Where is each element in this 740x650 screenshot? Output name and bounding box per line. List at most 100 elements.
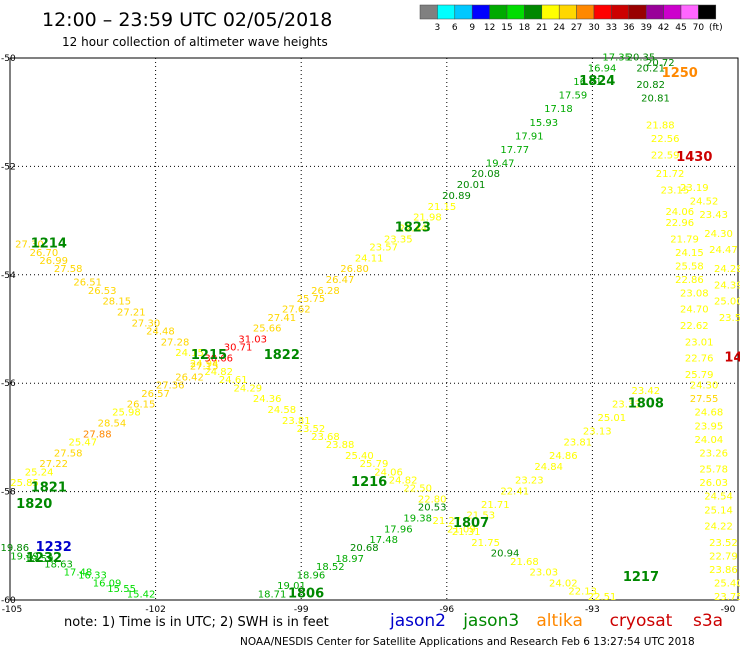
swh-value: 15.42 [127, 589, 156, 600]
plot-frame [9, 57, 739, 601]
swh-value: 21.98 [413, 213, 442, 224]
swh-value: 24.82 [389, 475, 418, 486]
satellite-name: altika [536, 611, 583, 631]
swh-value: 22.86 [675, 275, 704, 286]
swh-value: 18.96 [297, 570, 326, 581]
swh-value: 27.15 [190, 362, 219, 373]
swh-value: 24.70 [680, 305, 709, 316]
swh-value: 20.94 [491, 549, 520, 560]
swh-value: 19.49 [10, 551, 39, 562]
color-swatch [645, 4, 664, 20]
pass-time-label: 1822 [264, 348, 300, 363]
swh-value: 16.51 [573, 77, 602, 88]
color-swatch [454, 4, 473, 20]
satellite-name: jason2 [389, 611, 446, 631]
swh-value: 23.15 [661, 186, 690, 197]
swh-value: 24.22 [704, 522, 733, 533]
swh-value: 24.36 [253, 394, 282, 405]
swh-value: 23.52 [709, 538, 738, 549]
swh-value: 23.95 [695, 421, 724, 432]
swh-value: 25.79 [360, 459, 389, 470]
y-tick-label: -50 [1, 54, 16, 64]
swh-value: 24.28 [714, 264, 740, 275]
pass-time-label: 1820 [16, 497, 52, 512]
gridlines [10, 58, 738, 600]
swh-value: 23.13 [583, 427, 612, 438]
swh-value: 26.53 [88, 286, 117, 297]
swh-value: 16.09 [93, 578, 122, 589]
swh-value: 17.96 [384, 524, 413, 535]
swh-value: 31.03 [238, 335, 267, 346]
satellite-name: cryosat [610, 611, 673, 631]
swh-value: 15.55 [107, 584, 136, 595]
swh-value: 26.70 [30, 248, 59, 259]
swh-value: 24.47 [709, 245, 738, 256]
swh-value: 21.75 [471, 538, 500, 549]
swh-value: 23.42 [631, 386, 660, 397]
color-swatch [471, 4, 490, 20]
pass-time-label: 1807 [453, 516, 489, 531]
color-scale-label: 33 [606, 23, 617, 33]
swh-value: 20.72 [646, 58, 675, 69]
swh-value: 23.23 [515, 475, 544, 486]
swh-value: 24.84 [534, 462, 563, 473]
color-scale-label: 42 [658, 23, 669, 33]
swh-value: 17.35 [602, 53, 631, 64]
swh-value: 26.47 [326, 275, 355, 286]
swh-value: 24.30 [690, 381, 719, 392]
swh-value: 25.75 [297, 294, 326, 305]
swh-value: 19.01 [277, 581, 306, 592]
swh-value: 23.19 [680, 183, 709, 194]
x-tick-label: -90 [721, 605, 736, 615]
pass-time-label: 1821 [31, 481, 67, 496]
swh-value: 20.53 [418, 503, 447, 514]
swh-value: 24.06 [665, 207, 694, 218]
color-scale-label: (ft) [709, 23, 723, 33]
color-swatch [437, 4, 456, 20]
x-tick-label: -93 [585, 605, 600, 615]
swh-value: 25.47 [68, 438, 97, 449]
swh-value: 19.86 [1, 543, 30, 554]
color-scale-label: 27 [571, 23, 582, 33]
color-scale-label: 15 [501, 23, 512, 33]
swh-value: 23.81 [282, 416, 311, 427]
swh-value: 25.78 [699, 465, 728, 476]
swh-value: 17.18 [544, 104, 573, 115]
swh-value: 18.97 [335, 554, 364, 565]
swh-value: 21.79 [670, 234, 699, 245]
color-scale-label: 24 [553, 23, 565, 33]
swh-value: 17.48 [64, 568, 93, 579]
swh-value: 23.75 [714, 592, 740, 603]
pass-time-label: 1232 [36, 540, 72, 555]
y-tick-label: -52 [1, 162, 16, 172]
swh-value: 21.72 [656, 169, 685, 180]
swh-value: 21.09 [447, 524, 476, 535]
swh-value: 25.24 [25, 467, 54, 478]
color-swatch [663, 4, 682, 20]
swh-value: 20.08 [471, 169, 500, 180]
swh-value: 22.50 [403, 484, 432, 495]
swh-value: 24.68 [695, 408, 724, 419]
color-scale-label: 45 [675, 23, 686, 33]
swh-value: 24.15 [175, 348, 204, 359]
swh-value: 26.28 [311, 286, 340, 297]
swh-value: 27.62 [282, 305, 311, 316]
swh-value: 25.00 [714, 297, 740, 308]
swh-value: 27.30 [15, 240, 44, 251]
swh-value: 25.01 [597, 413, 626, 424]
color-scale-label: 39 [640, 23, 652, 33]
swh-value: 24.02 [549, 578, 578, 589]
x-tick-label: -105 [2, 605, 22, 615]
pass-time-label: 1250 [662, 66, 698, 81]
pass-time-label: 142 [724, 351, 740, 366]
swh-value: 20.68 [350, 543, 379, 554]
swh-value: 18.71 [258, 589, 287, 600]
swh-value: 24.58 [267, 405, 296, 416]
swh-value: 25.14 [704, 505, 733, 516]
swh-value: 30.71 [224, 343, 253, 354]
satellite-legend: jason2 jason3 altika cryosat s3a [389, 611, 723, 631]
color-scale-label: 30 [588, 23, 600, 33]
swh-value: 24.52 [690, 196, 719, 207]
swh-value: 24.86 [549, 451, 578, 462]
color-swatch [576, 4, 595, 20]
